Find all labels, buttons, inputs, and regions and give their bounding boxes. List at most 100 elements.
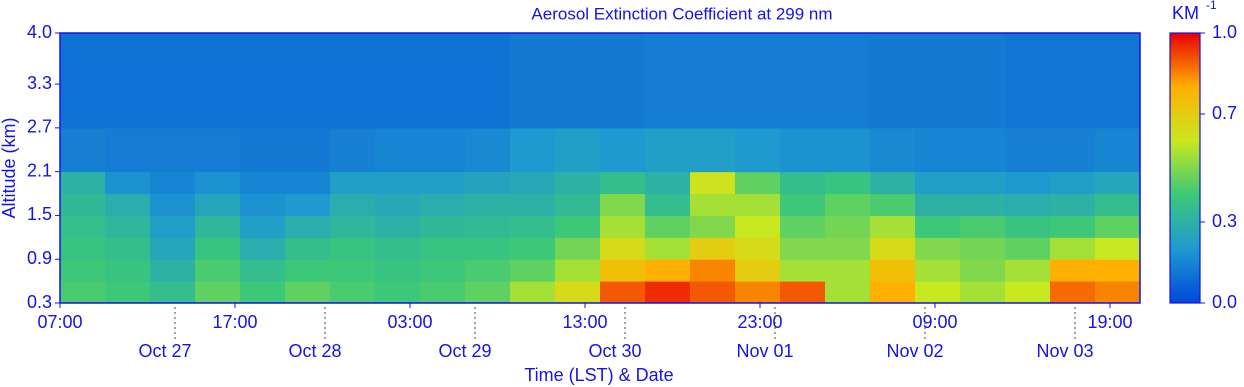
heatmap-cell <box>870 237 916 260</box>
heatmap-cell <box>735 193 781 216</box>
heatmap-cell <box>285 127 331 173</box>
date-tick-label: Nov 01 <box>736 341 793 361</box>
heatmap-cell <box>1050 193 1096 216</box>
heatmap-cell <box>1005 281 1051 304</box>
heatmap-cell <box>600 215 646 238</box>
heatmap-cell <box>60 215 106 238</box>
plot-frame <box>59 32 1141 304</box>
heatmap-cell <box>330 215 376 238</box>
heatmap-cell <box>690 237 736 260</box>
heatmap-cell <box>375 281 421 304</box>
heatmap-cell <box>240 193 286 216</box>
x-tick-label: 07:00 <box>37 312 82 332</box>
heatmap-cell <box>735 215 781 238</box>
y-tick-label: 0.3 <box>27 292 52 312</box>
heatmap-cell <box>1095 193 1141 216</box>
heatmap-cell <box>870 171 916 195</box>
y-tick-label: 2.7 <box>27 117 52 137</box>
heatmap-cell <box>960 193 1006 216</box>
heatmap-cell <box>420 171 466 195</box>
heatmap-cell <box>915 171 961 195</box>
heatmap-cell <box>870 127 916 173</box>
heatmap-cell <box>510 259 556 282</box>
heatmap-cell <box>195 193 241 216</box>
x-tick-label: 17:00 <box>212 312 257 332</box>
x-tick-label: 09:00 <box>912 312 957 332</box>
heatmap-cell <box>510 281 556 304</box>
heatmap-cell <box>465 127 511 173</box>
heatmap-cell <box>600 237 646 260</box>
heatmap-cell <box>375 33 421 129</box>
heatmap-cell <box>645 127 691 173</box>
heatmap-cell <box>1095 171 1141 195</box>
heatmap-cell <box>735 281 781 304</box>
heatmap-cell <box>60 127 106 173</box>
heatmap-cell <box>870 281 916 304</box>
heatmap-cell <box>825 33 871 129</box>
heatmap-cell <box>195 281 241 304</box>
heatmap-cell <box>150 171 196 195</box>
heatmap-cell <box>825 281 871 304</box>
heatmap-cell <box>465 215 511 238</box>
x-tick-label: 03:00 <box>387 312 432 332</box>
heatmap-cell <box>465 259 511 282</box>
heatmap-cell <box>285 33 331 129</box>
heatmap-cell <box>825 215 871 238</box>
heatmap-cell <box>60 259 106 282</box>
colorbar-tick-label: 0.3 <box>1212 211 1237 231</box>
heatmap-cell <box>735 171 781 195</box>
heatmap-cell <box>240 259 286 282</box>
heatmap-cell <box>555 281 601 304</box>
heatmap-cell <box>645 237 691 260</box>
heatmap-cell <box>1050 171 1096 195</box>
heatmap-cell <box>915 215 961 238</box>
heatmap-cell <box>735 259 781 282</box>
heatmap-cell <box>600 281 646 304</box>
colorbar-tick-label: 0.0 <box>1212 292 1237 312</box>
heatmap-cell <box>555 237 601 260</box>
heatmap-cell <box>105 193 151 216</box>
heatmap-cell <box>510 127 556 173</box>
heatmap-cell <box>780 33 826 129</box>
heatmap-cell <box>960 33 1006 129</box>
heatmap-cell <box>600 171 646 195</box>
heatmap <box>60 33 1141 304</box>
heatmap-cell <box>735 33 781 129</box>
colorbar-label: KM <box>1172 3 1199 23</box>
heatmap-cell <box>600 33 646 129</box>
heatmap-cell <box>105 281 151 304</box>
heatmap-cell <box>915 259 961 282</box>
heatmap-cell <box>1095 259 1141 282</box>
heatmap-cell <box>330 127 376 173</box>
heatmap-cell <box>825 193 871 216</box>
heatmap-cell <box>870 33 916 129</box>
y-tick-label: 0.9 <box>27 248 52 268</box>
heatmap-cell <box>1005 127 1051 173</box>
heatmap-cell <box>1050 281 1096 304</box>
heatmap-cell <box>915 237 961 260</box>
heatmap-cell <box>420 281 466 304</box>
heatmap-cell <box>285 171 331 195</box>
heatmap-cell <box>420 127 466 173</box>
heatmap-cell <box>60 33 106 129</box>
heatmap-cell <box>510 215 556 238</box>
heatmap-cell <box>1005 215 1051 238</box>
heatmap-cell <box>465 171 511 195</box>
heatmap-cell <box>375 215 421 238</box>
heatmap-cell <box>240 215 286 238</box>
heatmap-cell <box>240 237 286 260</box>
heatmap-cell <box>645 215 691 238</box>
heatmap-cell <box>195 215 241 238</box>
heatmap-cell <box>150 215 196 238</box>
chart-title: Aerosol Extinction Coefficient at 299 nm <box>531 4 832 23</box>
date-tick-label: Oct 29 <box>438 341 491 361</box>
heatmap-cell <box>510 171 556 195</box>
heatmap-cell <box>825 127 871 173</box>
x-axis-label: Time (LST) & Date <box>524 365 673 385</box>
heatmap-cell <box>960 171 1006 195</box>
heatmap-cell <box>780 215 826 238</box>
heatmap-cell <box>960 237 1006 260</box>
heatmap-cell <box>60 281 106 304</box>
heatmap-cell <box>1095 215 1141 238</box>
